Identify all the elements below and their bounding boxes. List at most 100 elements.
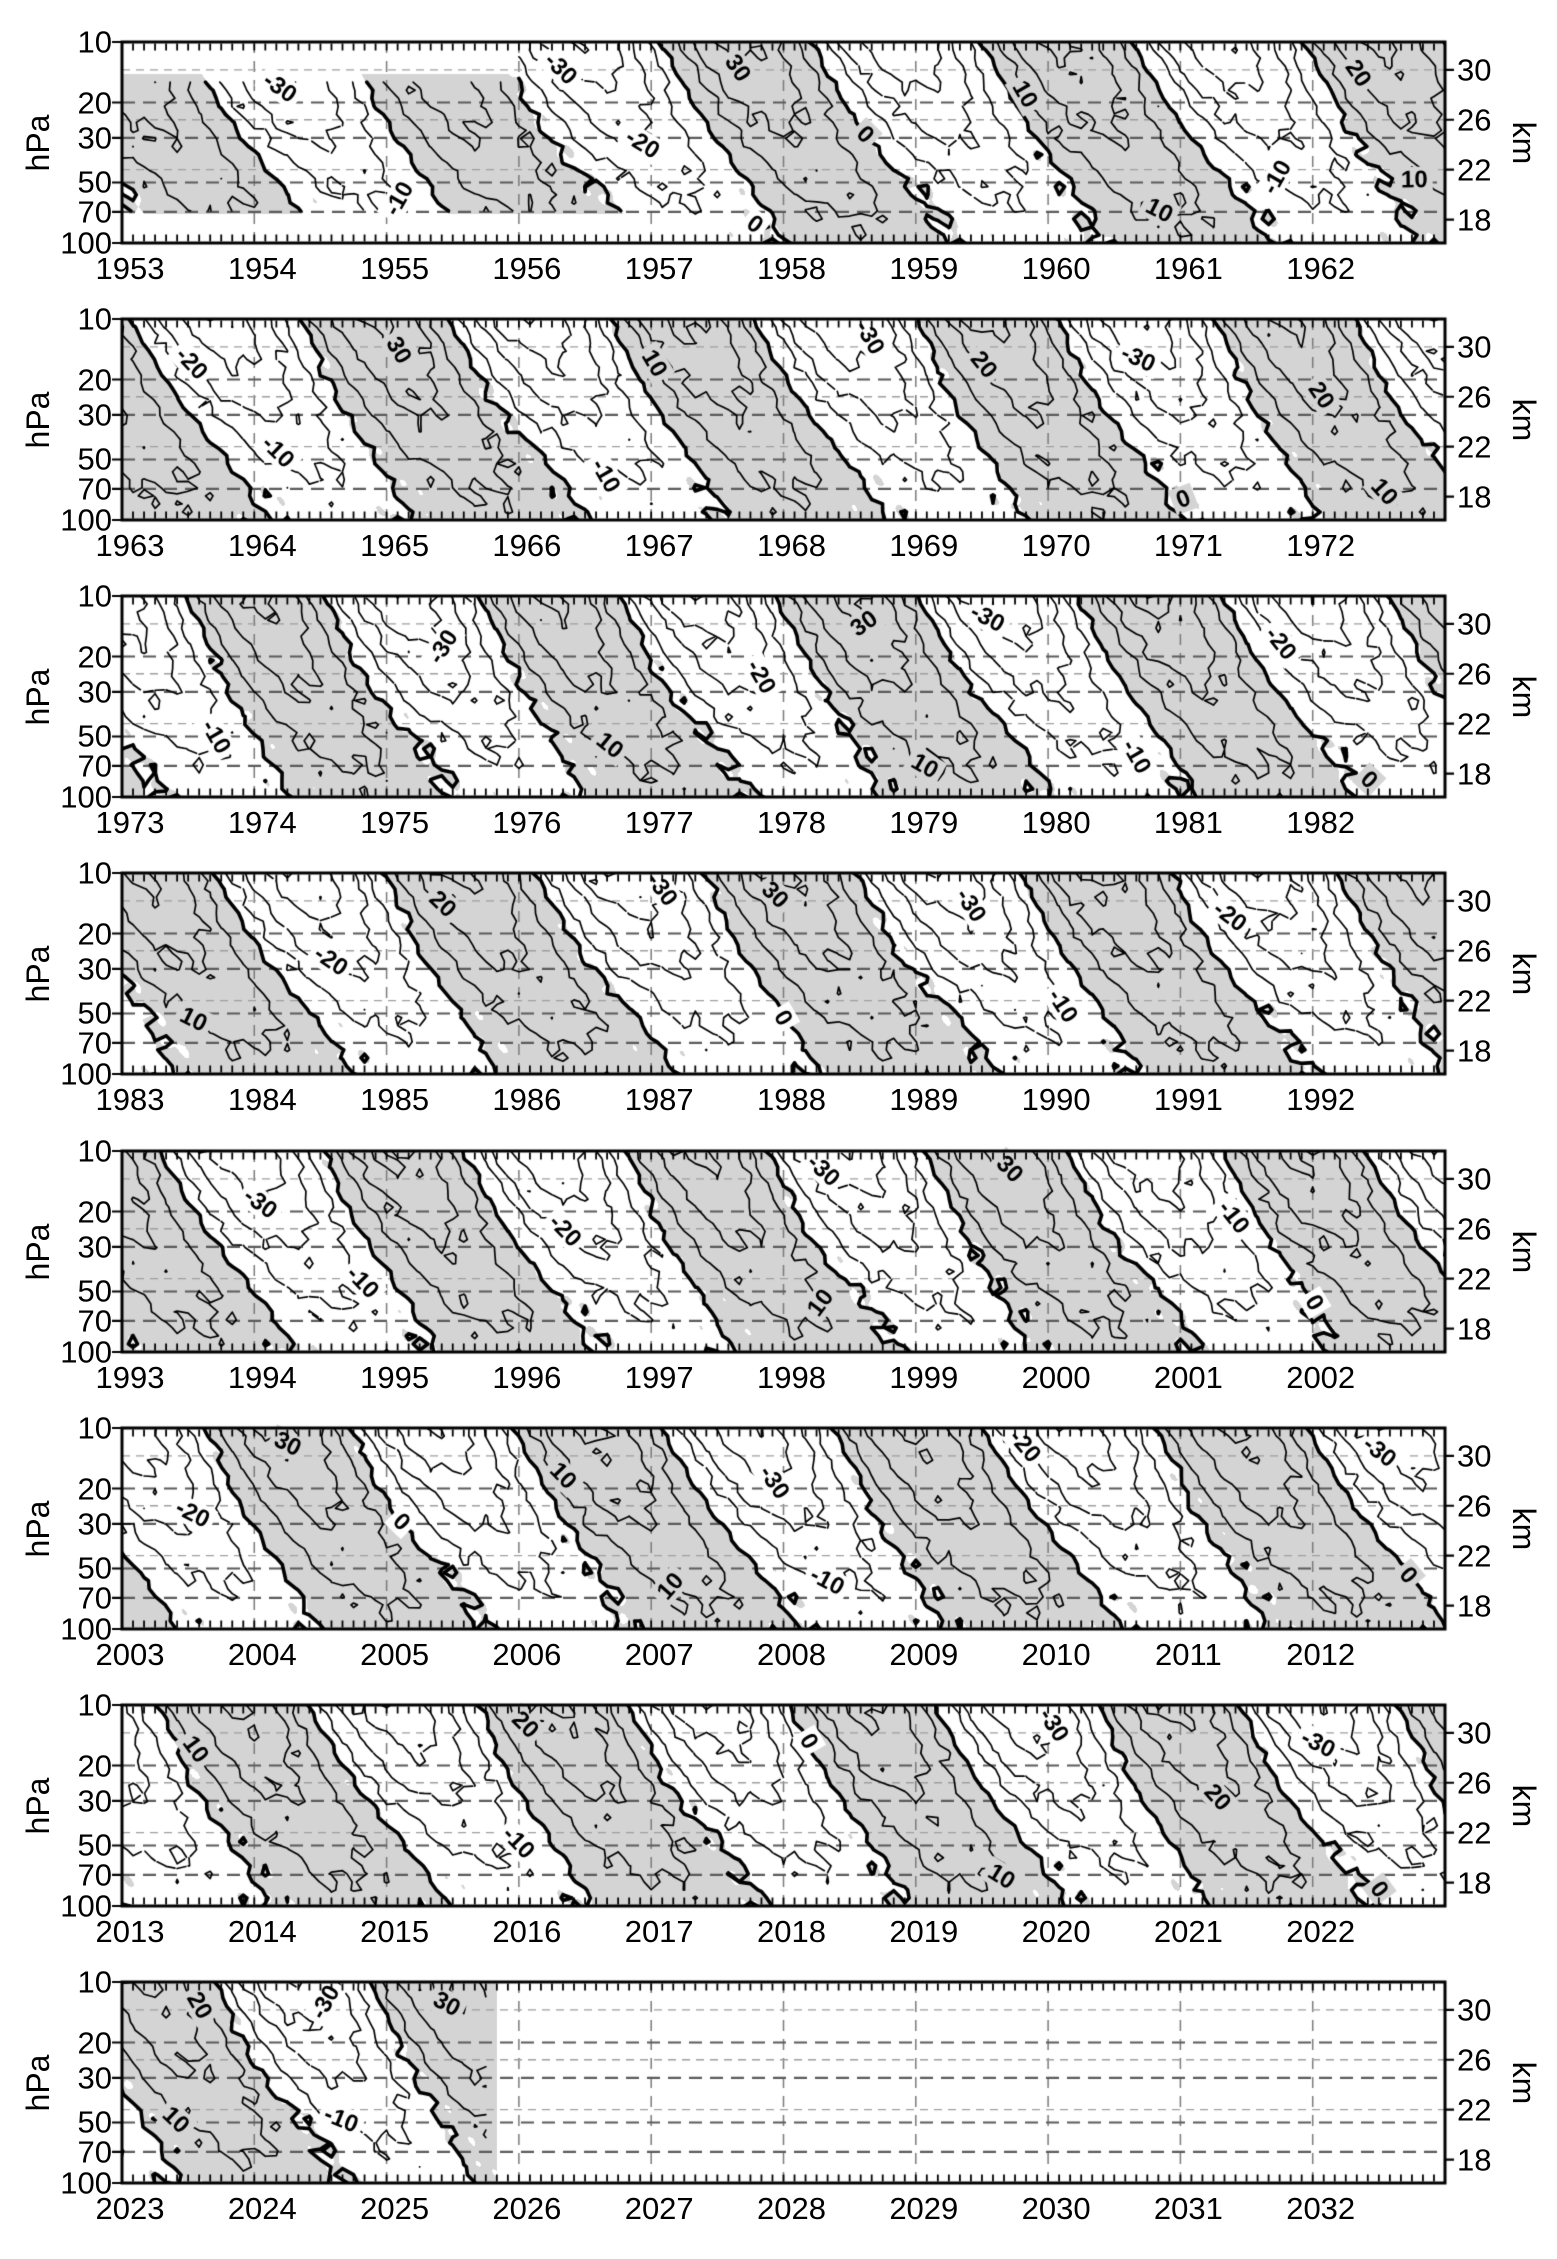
x-tick-label: 1956 (492, 251, 562, 286)
x-tick-label: 2011 (1155, 1637, 1222, 1672)
x-tick-label: 1994 (227, 1360, 297, 1395)
altitude-tick-label: 18 (1457, 756, 1492, 792)
x-tick-label: 1985 (360, 1082, 430, 1117)
pressure-tick-label: 100 (60, 1056, 112, 1092)
pressure-tick-label: 50 (77, 1550, 112, 1586)
x-tick-label: 1995 (360, 1360, 430, 1395)
altitude-axis-title: km (1506, 2061, 1542, 2104)
altitude-tick-label: 30 (1457, 1992, 1492, 2028)
x-tick-label: 2008 (757, 1637, 826, 1672)
altitude-tick-label: 18 (1457, 1311, 1492, 1347)
pressure-tick-label: 20 (77, 1471, 112, 1506)
x-tick-label: 1978 (757, 805, 826, 840)
x-tick-label: 2012 (1286, 1637, 1356, 1672)
pressure-tick-label: 20 (77, 916, 112, 951)
altitude-tick-label: 18 (1457, 479, 1492, 515)
pressure-axis-title: hPa (20, 945, 56, 1002)
x-tick-label: 2017 (624, 1914, 694, 1949)
x-tick-label: 2024 (227, 2191, 297, 2226)
pressure-axis-title: hPa (20, 114, 56, 171)
x-tick-label: 2030 (1021, 2191, 1091, 2226)
x-tick-label: 1977 (624, 805, 694, 840)
x-tick-label: 2022 (1286, 1914, 1356, 1949)
altitude-tick-label: 30 (1457, 1161, 1492, 1197)
x-tick-label: 1981 (1153, 805, 1223, 840)
altitude-tick-label: 18 (1457, 1033, 1492, 1069)
pressure-tick-label: 10 (77, 1964, 112, 2000)
pressure-tick-label: 70 (77, 1580, 112, 1616)
altitude-tick-label: 22 (1457, 1815, 1492, 1851)
x-tick-label: 2002 (1286, 1360, 1356, 1395)
x-tick-label: 2007 (624, 1637, 694, 1672)
x-tick-label: 2016 (492, 1914, 562, 1949)
x-tick-label: 1971 (1153, 528, 1223, 563)
pressure-tick-label: 50 (77, 718, 112, 754)
altitude-axis-title: km (1506, 675, 1542, 718)
pressure-tick-label: 30 (77, 674, 112, 710)
altitude-axis-title: km (1506, 1784, 1542, 1827)
pressure-axis-title: hPa (20, 668, 56, 725)
x-tick-label: 1986 (492, 1082, 562, 1117)
x-tick-label: 1969 (889, 528, 959, 563)
pressure-tick-label: 30 (77, 2060, 112, 2096)
pressure-tick-label: 30 (77, 120, 112, 156)
x-tick-label: 1998 (757, 1360, 826, 1395)
x-tick-label: 2020 (1021, 1914, 1091, 1949)
x-tick-label: 1996 (492, 1360, 562, 1395)
pressure-tick-label: 50 (77, 995, 112, 1031)
x-tick-label: 2015 (360, 1914, 430, 1949)
pressure-tick-label: 10 (77, 578, 112, 614)
x-tick-label: 1970 (1021, 528, 1091, 563)
altitude-tick-label: 18 (1457, 2142, 1492, 2178)
altitude-tick-label: 30 (1457, 1438, 1492, 1474)
pressure-tick-label: 100 (60, 225, 112, 261)
x-tick-label: 1988 (757, 1082, 826, 1117)
pressure-tick-label: 70 (77, 471, 112, 507)
x-tick-label: 1966 (492, 528, 562, 563)
altitude-tick-label: 30 (1457, 1715, 1492, 1751)
pressure-tick-label: 50 (77, 1273, 112, 1309)
x-tick-label: 1961 (1153, 251, 1223, 286)
altitude-tick-label: 22 (1457, 152, 1492, 188)
pressure-tick-label: 10 (77, 855, 112, 891)
altitude-axis-title: km (1506, 1507, 1542, 1550)
x-tick-label: 1954 (227, 251, 297, 286)
x-tick-label: 2018 (757, 1914, 826, 1949)
pressure-tick-label: 70 (77, 2134, 112, 2170)
altitude-tick-label: 26 (1457, 1211, 1492, 1247)
x-tick-label: 1960 (1021, 251, 1091, 286)
x-tick-label: 1979 (889, 805, 959, 840)
pressure-axis-title: hPa (20, 391, 56, 448)
x-tick-label: 2005 (360, 1637, 430, 1672)
x-tick-label: 1974 (227, 805, 297, 840)
x-tick-label: 1997 (624, 1360, 694, 1395)
altitude-tick-label: 26 (1457, 379, 1492, 415)
pressure-tick-label: 70 (77, 194, 112, 230)
pressure-tick-label: 70 (77, 748, 112, 784)
pressure-tick-label: 30 (77, 1229, 112, 1265)
pressure-tick-label: 70 (77, 1857, 112, 1893)
x-tick-label: 2004 (227, 1637, 297, 1672)
x-tick-label: 2003 (95, 1637, 165, 1672)
x-tick-label: 1958 (757, 251, 826, 286)
altitude-tick-label: 22 (1457, 2092, 1492, 2128)
x-tick-label: 2014 (227, 1914, 297, 1949)
pressure-axis-title: hPa (20, 2054, 56, 2111)
pressure-tick-label: 10 (77, 1410, 112, 1446)
altitude-tick-label: 26 (1457, 1765, 1492, 1801)
x-tick-label: 2032 (1286, 2191, 1356, 2226)
x-tick-label: 2001 (1153, 1360, 1223, 1395)
altitude-tick-label: 22 (1457, 983, 1492, 1019)
x-tick-label: 2021 (1153, 1914, 1223, 1949)
x-tick-label: 1967 (624, 528, 694, 563)
altitude-tick-label: 22 (1457, 1538, 1492, 1574)
x-tick-label: 2029 (889, 2191, 959, 2226)
pressure-tick-label: 30 (77, 397, 112, 433)
x-tick-label: 1983 (95, 1082, 165, 1117)
altitude-tick-label: 26 (1457, 102, 1492, 138)
pressure-axis-title: hPa (20, 1777, 56, 1834)
pressure-tick-label: 100 (60, 502, 112, 538)
altitude-tick-label: 30 (1457, 606, 1492, 642)
